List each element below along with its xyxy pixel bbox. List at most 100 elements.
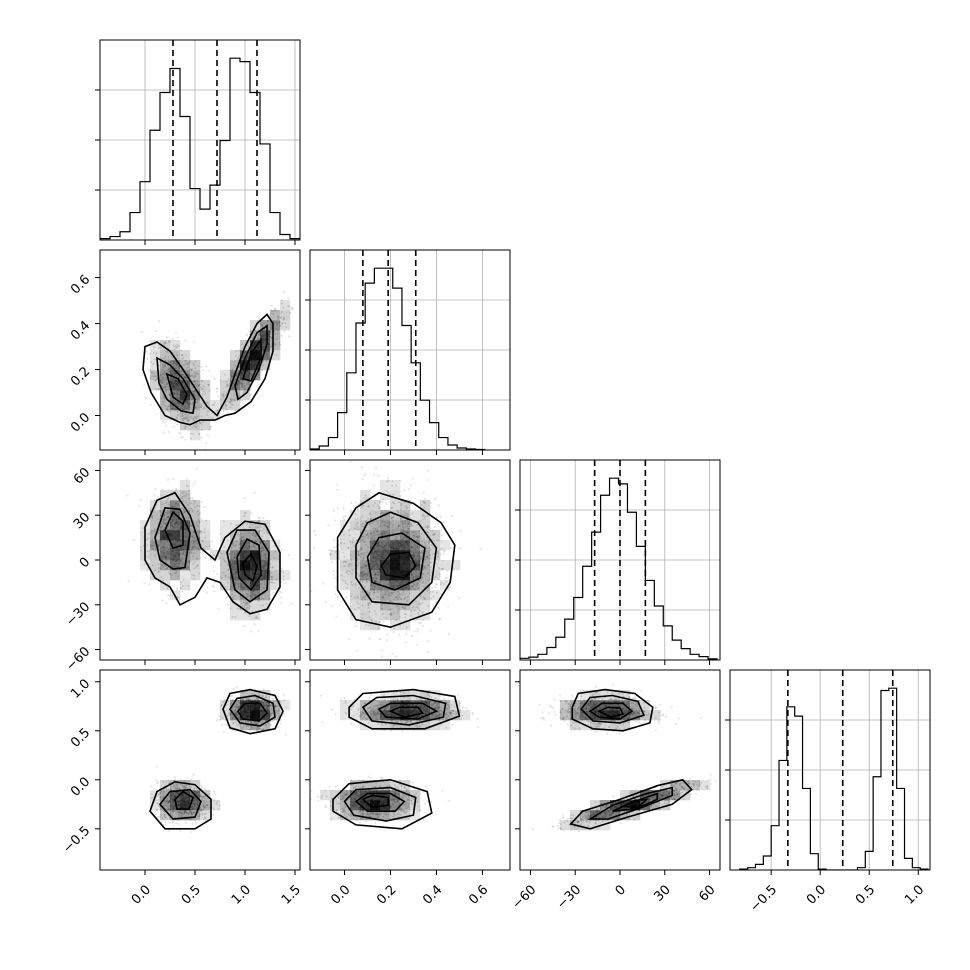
- density-cell: [390, 610, 401, 621]
- sample-point: [253, 565, 256, 568]
- sample-point: [272, 320, 275, 323]
- sample-point: [265, 571, 268, 574]
- sample-point: [268, 333, 271, 336]
- sample-point: [173, 360, 176, 363]
- density-cell: [160, 540, 171, 551]
- sample-point: [392, 516, 395, 519]
- sample-point: [241, 588, 244, 591]
- sample-point: [365, 624, 368, 627]
- sample-point: [411, 585, 414, 588]
- sample-point: [379, 578, 382, 581]
- sample-point: [195, 539, 198, 542]
- sample-point: [151, 547, 154, 550]
- sample-point: [192, 375, 195, 378]
- sample-point: [374, 528, 377, 531]
- sample-point: [392, 577, 395, 580]
- sample-point: [175, 521, 178, 524]
- sample-point: [254, 350, 257, 353]
- sample-point: [387, 588, 390, 591]
- sample-point: [383, 532, 386, 535]
- sample-point: [205, 591, 208, 594]
- sample-point: [179, 533, 182, 536]
- sample-point: [198, 520, 201, 523]
- sample-point: [389, 608, 392, 611]
- sample-point: [163, 537, 166, 540]
- density-cell: [150, 370, 161, 381]
- sample-point: [159, 373, 162, 376]
- sample-point: [384, 549, 387, 552]
- sample-point: [171, 539, 174, 542]
- sample-point: [153, 499, 156, 502]
- sample-point: [193, 540, 196, 543]
- sample-point: [147, 532, 150, 535]
- sample-point: [359, 566, 362, 569]
- sample-point: [390, 563, 393, 566]
- sample-point: [248, 563, 251, 566]
- sample-point: [163, 341, 166, 344]
- sample-point: [423, 506, 426, 509]
- sample-point: [170, 380, 173, 383]
- sample-point: [355, 524, 358, 527]
- sample-point: [393, 547, 396, 550]
- sample-point: [186, 791, 189, 794]
- density-cell: [190, 370, 201, 381]
- sample-point: [143, 563, 146, 566]
- sample-point: [241, 550, 244, 553]
- sample-point: [208, 428, 211, 431]
- sample-point: [174, 571, 177, 574]
- sample-point: [256, 552, 259, 555]
- sample-point: [356, 595, 359, 598]
- sample-point: [412, 554, 415, 557]
- sample-point: [168, 528, 171, 531]
- sample-point: [177, 539, 180, 542]
- sample-point: [343, 518, 346, 521]
- sample-point: [230, 371, 233, 374]
- density-cell: [350, 530, 361, 541]
- sample-point: [174, 521, 177, 524]
- density-cell: [380, 520, 391, 531]
- sample-point: [165, 602, 168, 605]
- sample-point: [418, 554, 421, 557]
- sample-point: [349, 562, 352, 565]
- sample-point: [187, 363, 190, 366]
- sample-point: [400, 569, 403, 572]
- sample-point: [194, 539, 197, 542]
- sample-point: [162, 431, 165, 434]
- sample-point: [158, 543, 161, 546]
- sample-point: [161, 400, 164, 403]
- sample-point: [373, 540, 376, 543]
- sample-point: [408, 592, 411, 595]
- sample-point: [185, 399, 188, 402]
- density-cell: [200, 810, 211, 821]
- sample-point: [268, 597, 271, 600]
- sample-point: [176, 547, 179, 550]
- sample-point: [192, 555, 195, 558]
- sample-point: [234, 615, 237, 618]
- sample-point: [386, 542, 389, 545]
- sample-point: [169, 799, 172, 802]
- sample-point: [230, 373, 233, 376]
- sample-point: [175, 519, 178, 522]
- sample-point: [392, 566, 395, 569]
- sample-point: [380, 607, 383, 610]
- sample-point: [387, 594, 390, 597]
- sample-point: [380, 534, 383, 537]
- sample-point: [176, 788, 179, 791]
- sample-point: [249, 370, 252, 373]
- sample-point: [174, 393, 177, 396]
- sample-point: [184, 385, 187, 388]
- sample-point: [372, 570, 375, 573]
- sample-point: [361, 613, 364, 616]
- sample-point: [240, 540, 243, 543]
- sample-point: [178, 412, 181, 415]
- density-cell: [370, 580, 381, 591]
- sample-point: [414, 545, 417, 548]
- sample-point: [174, 552, 177, 555]
- sample-point: [168, 511, 171, 514]
- sample-point: [396, 605, 399, 608]
- sample-point: [171, 520, 174, 523]
- sample-point: [353, 596, 356, 599]
- sample-point: [170, 812, 173, 815]
- sample-point: [222, 410, 225, 413]
- sample-point: [147, 537, 150, 540]
